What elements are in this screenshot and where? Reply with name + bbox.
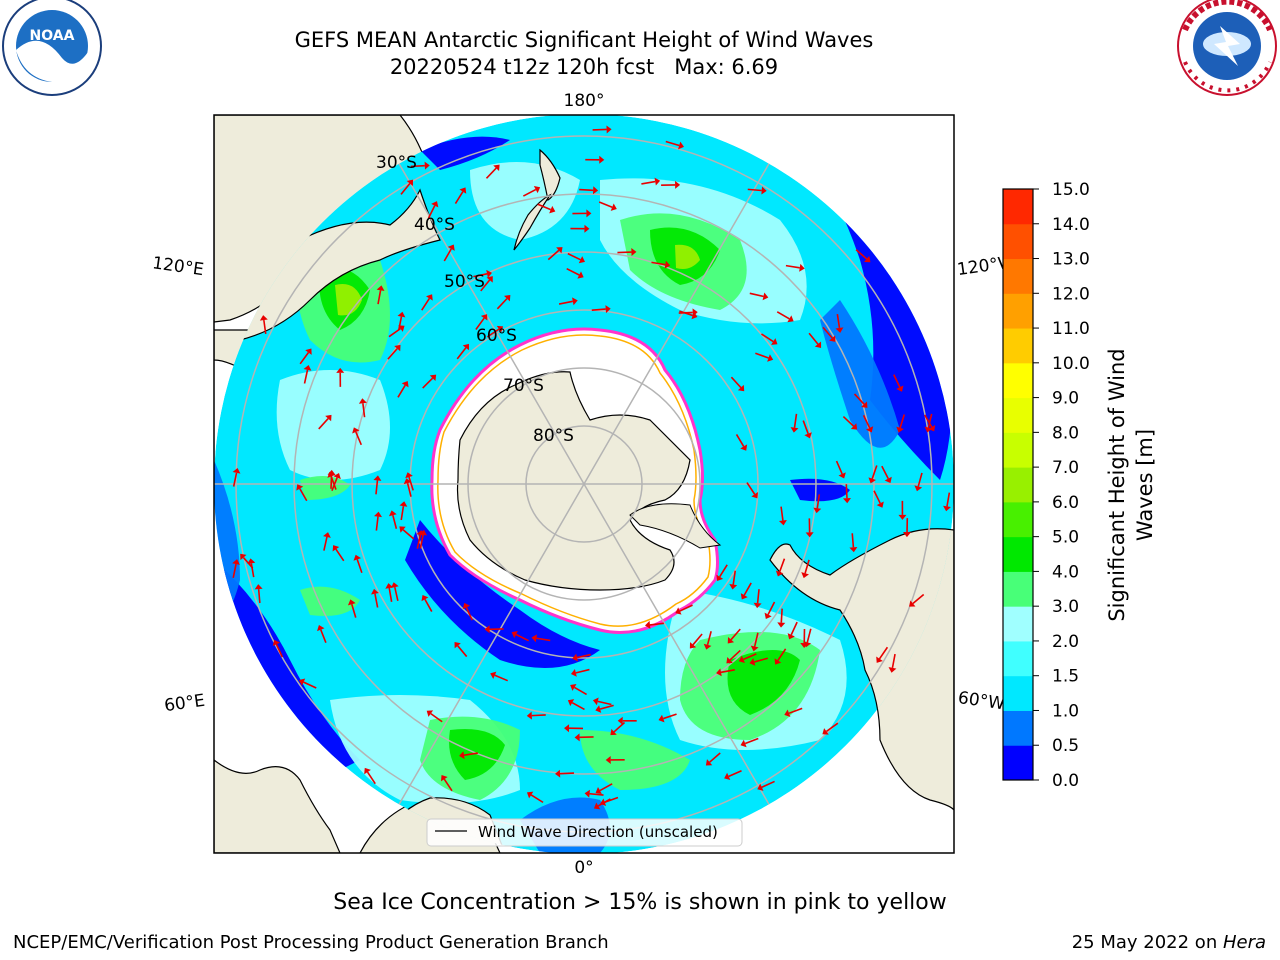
nws-logo bbox=[1177, 0, 1277, 96]
footer-credit: NCEP/EMC/Verification Post Processing Pr… bbox=[13, 932, 609, 953]
colorbar-tick-label: 14.0 bbox=[1052, 215, 1090, 235]
footer-date-text: 25 May 2022 on bbox=[1071, 932, 1223, 953]
colorbar-block bbox=[1003, 745, 1033, 781]
chart-title: GEFS MEAN Antarctic Significant Height o… bbox=[294, 28, 874, 52]
lon-label-60e: 60°E bbox=[163, 691, 206, 716]
lon-label-0: 0° bbox=[574, 858, 593, 878]
lon-label-60w: 60°W bbox=[957, 688, 1006, 714]
footer-host: Hera bbox=[1222, 932, 1266, 953]
colorbar-block bbox=[1003, 710, 1033, 746]
wave-height-field bbox=[214, 136, 954, 853]
wind-wave-direction-arrows bbox=[232, 125, 951, 810]
colorbar-tick-label: 0.0 bbox=[1052, 771, 1079, 791]
colorbar-tick-label: 12.0 bbox=[1052, 284, 1090, 304]
colorbar-label-line2: Waves [m] bbox=[1133, 429, 1157, 541]
lat-label-60s: 60°S bbox=[476, 326, 517, 346]
colorbar-tick-label: 5.0 bbox=[1052, 528, 1079, 548]
lat-label-40s: 40°S bbox=[414, 215, 455, 235]
colorbar-block bbox=[1003, 328, 1033, 364]
colorbar-tick-label: 1.5 bbox=[1052, 667, 1079, 687]
colorbar-block bbox=[1003, 501, 1033, 538]
colorbar-block bbox=[1003, 293, 1033, 329]
colorbar-block bbox=[1003, 223, 1033, 260]
sea-ice-caption: Sea Ice Concentration > 15% is shown in … bbox=[333, 890, 947, 915]
colorbar-block bbox=[1003, 258, 1033, 294]
map-legend: Wind Wave Direction (unscaled) bbox=[426, 818, 743, 847]
colorbar-tick-label: 6.0 bbox=[1052, 493, 1079, 513]
colorbar-block bbox=[1003, 467, 1033, 503]
legend-label: Wind Wave Direction (unscaled) bbox=[478, 823, 718, 841]
colorbar-tick-label: 15.0 bbox=[1052, 180, 1090, 200]
colorbar-tick-label: 0.5 bbox=[1052, 736, 1079, 756]
colorbar: 0.0 0.5 1.0 1.5 2.0 3.0 4.0 5.0 6.0 7.0 8.0 9.0 10.0… bbox=[1002, 180, 1157, 791]
lat-label-50s: 50°S bbox=[444, 272, 485, 292]
lat-label-30s: 30°S bbox=[376, 153, 417, 173]
colorbar-tick-label: 8.0 bbox=[1052, 423, 1079, 443]
lat-label-70s: 70°S bbox=[503, 376, 544, 396]
colorbar-tick-label: 3.0 bbox=[1052, 597, 1079, 617]
colorbar-block bbox=[1003, 606, 1033, 642]
colorbar-block bbox=[1003, 189, 1033, 225]
noaa-logo: NOAA bbox=[2, 0, 102, 96]
lat-label-80s: 80°S bbox=[533, 426, 574, 446]
chart-subtitle: 20220524 t12z 120h fcst Max: 6.69 bbox=[389, 55, 779, 79]
colorbar-tick-label: 13.0 bbox=[1052, 250, 1090, 270]
colorbar-block bbox=[1003, 432, 1033, 468]
colorbar-tick-label: 7.0 bbox=[1052, 458, 1079, 478]
colorbar-block bbox=[1003, 571, 1033, 607]
colorbar-tick-label: 1.0 bbox=[1052, 701, 1079, 721]
lon-label-180: 180° bbox=[564, 91, 605, 111]
colorbar-block bbox=[1003, 675, 1033, 711]
colorbar-tick-label: 2.0 bbox=[1052, 632, 1079, 652]
lon-label-120e: 120°E bbox=[151, 253, 205, 280]
colorbar-block bbox=[1003, 362, 1033, 399]
noaa-logo-text: NOAA bbox=[30, 28, 75, 44]
footer-date: 25 May 2022 on Hera bbox=[1072, 932, 1266, 953]
colorbar-tick-label: 11.0 bbox=[1052, 319, 1090, 339]
colorbar-label-line1: Significant Height of Wind bbox=[1105, 348, 1129, 621]
colorbar-block bbox=[1003, 397, 1033, 433]
colorbar-tick-label: 4.0 bbox=[1052, 562, 1079, 582]
colorbar-block bbox=[1003, 640, 1033, 677]
colorbar-tick-label: 9.0 bbox=[1052, 389, 1079, 409]
colorbar-tick-label: 10.0 bbox=[1052, 354, 1090, 374]
colorbar-block bbox=[1003, 536, 1033, 572]
